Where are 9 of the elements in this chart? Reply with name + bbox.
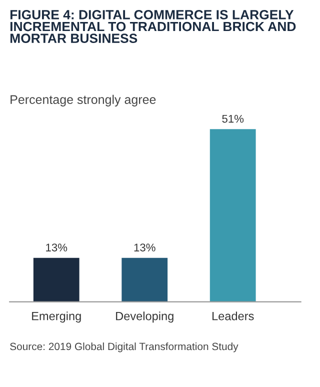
- chart-title: FIGURE 4: DIGITAL COMMERCE IS LARGELY INCREMENTAL TO TRADITIONAL BRICK AND MORTAR BUSINESS: [10, 10, 296, 44]
- data-label: 51%: [222, 114, 244, 123]
- data-label: 13%: [134, 244, 156, 252]
- x-tick-label: Developing: [116, 312, 174, 323]
- x-tick-label: Leaders: [212, 312, 254, 320]
- x-tick-label: Emerging: [32, 312, 81, 323]
- data-label: 13%: [46, 244, 68, 252]
- chart-subtitle: Percentage strongly agree: [10, 94, 156, 106]
- source-note: Source: 2019 Global Digital Transformation Study: [10, 342, 238, 352]
